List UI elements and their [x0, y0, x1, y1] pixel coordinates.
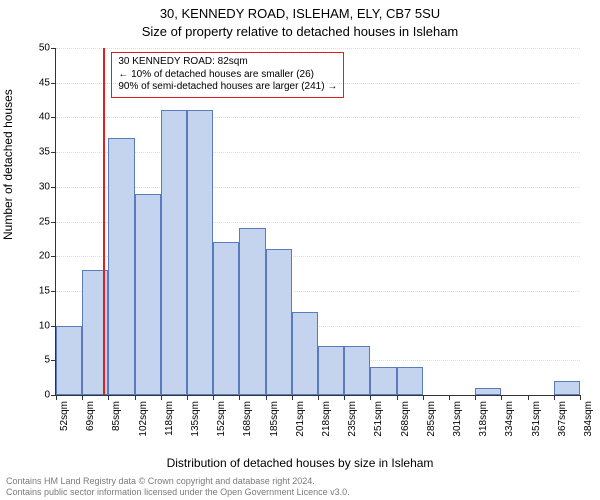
x-tick-mark — [501, 395, 502, 400]
x-tick-mark — [187, 395, 188, 400]
x-tick-label: 152sqm — [216, 401, 227, 437]
histogram-bar — [161, 110, 187, 395]
x-tick-label: 102sqm — [138, 401, 149, 437]
x-tick-label: 285sqm — [426, 401, 437, 437]
histogram-bar — [475, 388, 501, 395]
y-tick-label: 0 — [44, 390, 56, 401]
y-tick-label: 10 — [39, 320, 56, 331]
plot-area: 0510152025303540455052sqm69sqm85sqm102sq… — [55, 48, 580, 396]
x-tick-label: 185sqm — [269, 401, 280, 437]
x-tick-mark — [344, 395, 345, 400]
x-tick-mark — [266, 395, 267, 400]
x-tick-mark — [56, 395, 57, 400]
histogram-bar — [370, 367, 396, 395]
x-tick-mark — [318, 395, 319, 400]
y-tick-label: 5 — [44, 355, 56, 366]
x-tick-label: 367sqm — [557, 401, 568, 437]
x-tick-mark — [528, 395, 529, 400]
x-tick-mark — [580, 395, 581, 400]
footer-line: Contains public sector information licen… — [6, 487, 594, 498]
x-tick-mark — [292, 395, 293, 400]
x-tick-mark — [475, 395, 476, 400]
property-marker-line — [103, 48, 105, 395]
histogram-bar — [554, 381, 580, 395]
x-tick-label: 69sqm — [85, 401, 96, 431]
x-tick-mark — [397, 395, 398, 400]
x-tick-mark — [239, 395, 240, 400]
x-tick-label: 268sqm — [400, 401, 411, 437]
chart-container: 30, KENNEDY ROAD, ISLEHAM, ELY, CB7 5SU … — [0, 0, 600, 500]
x-tick-label: 85sqm — [111, 401, 122, 431]
y-tick-label: 20 — [39, 251, 56, 262]
x-tick-label: 218sqm — [321, 401, 332, 437]
attribution-footer: Contains HM Land Registry data © Crown c… — [6, 476, 594, 498]
y-tick-label: 50 — [39, 43, 56, 54]
x-tick-mark — [449, 395, 450, 400]
gridline — [56, 48, 580, 49]
gridline — [56, 152, 580, 153]
callout-line: ← 10% of detached houses are smaller (26… — [118, 69, 337, 82]
x-tick-mark — [554, 395, 555, 400]
footer-line: Contains HM Land Registry data © Crown c… — [6, 476, 594, 487]
y-axis-label: Number of detached houses — [1, 89, 15, 240]
histogram-bar — [397, 367, 423, 395]
y-tick-label: 35 — [39, 147, 56, 158]
histogram-bar — [108, 138, 134, 395]
x-tick-label: 235sqm — [347, 401, 358, 437]
x-tick-mark — [161, 395, 162, 400]
x-tick-label: 52sqm — [59, 401, 70, 431]
x-tick-label: 135sqm — [190, 401, 201, 437]
page-title: 30, KENNEDY ROAD, ISLEHAM, ELY, CB7 5SU — [0, 6, 600, 21]
histogram-bar — [344, 346, 370, 395]
x-tick-mark — [213, 395, 214, 400]
x-tick-label: 318sqm — [478, 401, 489, 437]
histogram-bar — [187, 110, 213, 395]
histogram-bar — [239, 228, 265, 395]
x-tick-mark — [108, 395, 109, 400]
histogram-bar — [266, 249, 292, 395]
y-tick-label: 15 — [39, 285, 56, 296]
x-tick-mark — [370, 395, 371, 400]
gridline — [56, 187, 580, 188]
x-tick-label: 251sqm — [373, 401, 384, 437]
x-tick-mark — [82, 395, 83, 400]
x-tick-label: 168sqm — [242, 401, 253, 437]
x-tick-label: 334sqm — [504, 401, 515, 437]
x-tick-mark — [423, 395, 424, 400]
histogram-bar — [292, 312, 318, 395]
y-tick-label: 40 — [39, 112, 56, 123]
gridline — [56, 117, 580, 118]
x-tick-label: 301sqm — [452, 401, 463, 437]
page-subtitle: Size of property relative to detached ho… — [0, 24, 600, 39]
x-tick-label: 201sqm — [295, 401, 306, 437]
y-tick-label: 45 — [39, 77, 56, 88]
histogram-bar — [56, 326, 82, 395]
y-tick-label: 25 — [39, 216, 56, 227]
property-callout: 30 KENNEDY ROAD: 82sqm← 10% of detached … — [111, 52, 344, 98]
y-tick-label: 30 — [39, 181, 56, 192]
histogram-bar — [135, 194, 161, 395]
histogram-bar — [213, 242, 239, 395]
x-tick-label: 384sqm — [583, 401, 594, 437]
callout-line: 30 KENNEDY ROAD: 82sqm — [118, 56, 337, 69]
x-tick-label: 351sqm — [531, 401, 542, 437]
x-tick-label: 118sqm — [164, 401, 175, 436]
x-tick-mark — [135, 395, 136, 400]
histogram-bar — [318, 346, 344, 395]
callout-line: 90% of semi-detached houses are larger (… — [118, 81, 337, 94]
x-axis-label: Distribution of detached houses by size … — [0, 456, 600, 470]
